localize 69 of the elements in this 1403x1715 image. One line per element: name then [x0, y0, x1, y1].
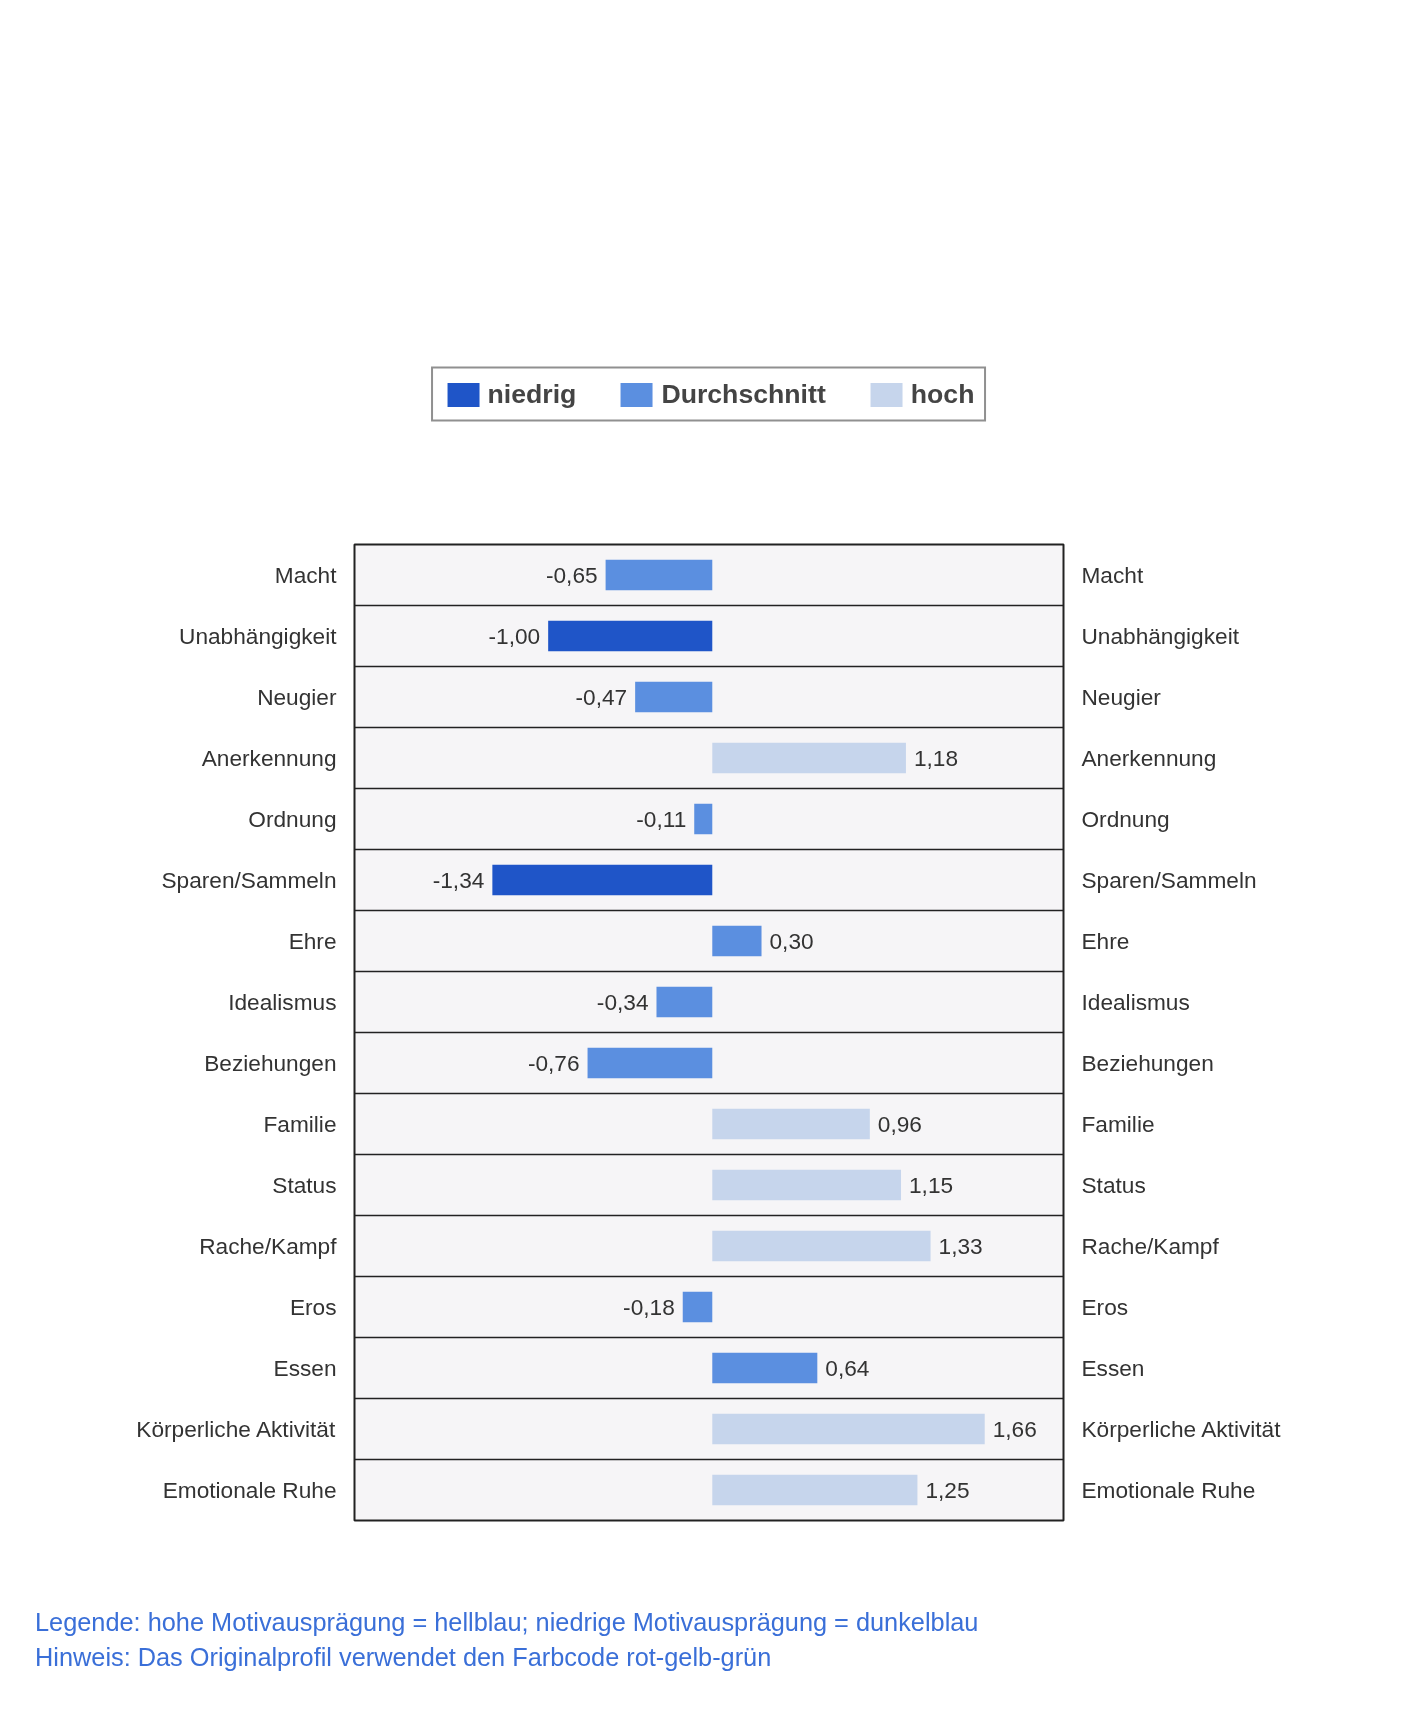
data-label: 0,30 [769, 927, 814, 954]
data-label: -1,00 [488, 622, 541, 649]
category-label: Anerkennung [1081, 745, 1217, 771]
data-label: -0,76 [527, 1049, 580, 1076]
legend-label: hoch [910, 378, 975, 410]
category-label: Körperliche Aktivität [1081, 1416, 1281, 1442]
bar [587, 1047, 713, 1079]
y-tick-label: Idealismus [228, 989, 337, 1015]
category-label: Unabhängigkeit [1081, 623, 1239, 649]
bar [712, 1413, 985, 1445]
y-tick-label: Ehre [288, 928, 337, 954]
data-label: -1,34 [432, 866, 485, 893]
bar [712, 1108, 870, 1140]
category-label: Macht [1081, 562, 1144, 588]
bar [635, 681, 713, 713]
data-label: -0,11 [636, 805, 687, 832]
category-label: Emotionale Ruhe [1081, 1477, 1256, 1503]
data-label: 1,18 [913, 744, 959, 771]
y-tick-label: Macht [274, 562, 338, 588]
category-label: Ehre [1081, 928, 1130, 954]
category-label: Familie [1081, 1111, 1155, 1137]
y-tick-label: Eros [289, 1294, 337, 1320]
data-label: 1,15 [909, 1171, 954, 1198]
bar [712, 1169, 902, 1201]
bar [656, 986, 713, 1018]
category-label: Idealismus [1081, 989, 1190, 1015]
bar [712, 1474, 918, 1506]
legend-label: niedrig [487, 378, 577, 410]
data-label: 0,64 [825, 1354, 870, 1381]
data-label: 1,66 [992, 1415, 1037, 1442]
y-tick-label: Essen [273, 1355, 337, 1381]
bar [492, 864, 713, 896]
data-label: -0,34 [596, 988, 649, 1015]
y-tick-label: Unabhängigkeit [179, 623, 338, 649]
data-label: 0,96 [877, 1110, 922, 1137]
bar [694, 803, 713, 835]
y-tick-label: Neugier [257, 684, 337, 710]
data-label: -0,18 [623, 1293, 675, 1320]
bar [548, 620, 713, 652]
y-tick-label: Beziehungen [204, 1050, 337, 1076]
y-tick-label: Emotionale Ruhe [162, 1477, 337, 1503]
y-tick-label: Ordnung [248, 806, 337, 832]
legend-label: Durchschnitt [661, 378, 826, 410]
data-label: -0,65 [545, 561, 598, 588]
category-label: Essen [1081, 1355, 1145, 1381]
category-label: Beziehungen [1081, 1050, 1214, 1076]
category-label: Neugier [1081, 684, 1161, 710]
bar [712, 1230, 931, 1262]
data-label: 1,33 [938, 1232, 983, 1259]
y-tick-label: Familie [263, 1111, 337, 1137]
y-tick-label: Rache/Kampf [199, 1233, 338, 1259]
category-label: Sparen/Sammeln [1081, 867, 1257, 893]
category-label: Ordnung [1081, 806, 1170, 832]
data-label: 1,25 [925, 1476, 970, 1503]
y-tick-label: Sparen/Sammeln [161, 867, 337, 893]
text: Hinweis: Das Originalprofil verwendet den Farbcode rot-gelb-grün [35, 1643, 772, 1672]
bar [712, 742, 906, 774]
bar [712, 925, 762, 957]
category-label: Status [1081, 1172, 1146, 1198]
category-label: Eros [1081, 1294, 1129, 1320]
text: Legende: hohe Motivausprägung = hellblau; niedrige Motivausprägung = dunkelblau [35, 1608, 979, 1636]
bar [605, 559, 713, 591]
data-label: -0,47 [575, 683, 628, 710]
y-tick-label: Körperliche Aktivität [136, 1416, 336, 1442]
bar [712, 1352, 818, 1384]
y-tick-label: Status [272, 1172, 337, 1198]
bar [682, 1291, 713, 1323]
y-tick-label: Anerkennung [201, 745, 337, 771]
category-label: Rache/Kampf [1081, 1233, 1219, 1259]
